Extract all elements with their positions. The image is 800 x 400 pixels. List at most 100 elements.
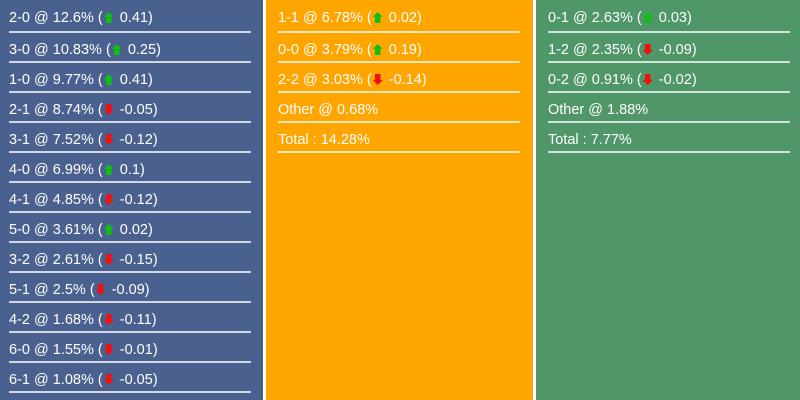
- score-row: 1-0 @ 9.77% ( 0.41): [9, 63, 251, 93]
- score-percent: 6.99%: [52, 162, 94, 178]
- score-row: 2-0 @ 12.6% ( 0.41): [9, 0, 251, 33]
- arrow-down-icon: [642, 74, 653, 85]
- score-percent: 0.91%: [591, 72, 633, 88]
- score-percent: 3.03%: [321, 72, 363, 88]
- arrow-up-icon: [372, 12, 383, 23]
- score-percent: 3.79%: [321, 42, 363, 58]
- home-win-column: 2-0 @ 12.6% ( 0.41) 3-0 @ 10.83% ( 0.25) 1…: [0, 0, 263, 400]
- arrow-up-icon: [103, 74, 114, 85]
- score-percent: 6.78%: [321, 10, 363, 26]
- score-change: -0.11: [119, 312, 152, 328]
- score-change: 0.03: [658, 10, 687, 26]
- score-row: 0-0 @ 3.79% ( 0.19): [278, 33, 520, 63]
- score-percent: 3.61%: [52, 222, 94, 238]
- score-change: 0.41: [119, 72, 148, 88]
- score-change: -0.12: [119, 192, 153, 208]
- score-percent: 1.55%: [52, 342, 94, 358]
- away-win-column: 0-1 @ 2.63% ( 0.03) 1-2 @ 2.35% ( -0.09) 0…: [536, 0, 800, 400]
- score-row: 3-0 @ 10.83% ( 0.25): [9, 33, 251, 63]
- score-label: 2-1: [9, 102, 30, 118]
- score-row: 1-2 @ 2.35% ( -0.09): [548, 33, 790, 63]
- score-row: 1-1 @ 6.78% ( 0.02): [278, 0, 520, 33]
- score-row: 3-1 @ 7.52% ( -0.12): [9, 123, 251, 153]
- score-label: 4-2: [9, 312, 30, 328]
- score-percent: 1.68%: [52, 312, 94, 328]
- total-row: Total : 14.28%: [278, 123, 520, 153]
- score-change: 0.02: [119, 222, 148, 238]
- score-row: 3-2 @ 2.61% ( -0.15): [9, 243, 251, 273]
- arrow-down-icon: [372, 74, 383, 85]
- score-change: 0.19: [388, 42, 417, 58]
- arrow-down-icon: [103, 194, 114, 205]
- score-change: 0.02: [388, 10, 417, 26]
- score-label: 4-0: [9, 162, 30, 178]
- score-change: 0.41: [119, 10, 148, 26]
- arrow-down-icon: [103, 374, 114, 385]
- score-change: -0.09: [111, 282, 145, 298]
- score-label: 0-0: [278, 42, 299, 58]
- score-label: 2-2: [278, 72, 299, 88]
- score-label: 2-0: [9, 10, 30, 26]
- score-percent: 4.85%: [52, 192, 94, 208]
- score-row: 2-2 @ 3.03% ( -0.14): [278, 63, 520, 93]
- other-row: Other @ 0.68%: [278, 93, 520, 123]
- score-percent: 2.35%: [591, 42, 633, 58]
- arrow-down-icon: [103, 314, 114, 325]
- score-label: 0-1: [548, 10, 569, 26]
- score-percent: 2.63%: [591, 10, 633, 26]
- score-percent: 2.5%: [52, 282, 86, 298]
- other-row: Other @ 1.88%: [548, 93, 790, 123]
- score-label: 0-2: [548, 72, 569, 88]
- arrow-down-icon: [642, 44, 653, 55]
- score-row: 5-1 @ 2.5% ( -0.09): [9, 273, 251, 303]
- score-label: 6-0: [9, 342, 30, 358]
- score-change: -0.14: [388, 72, 422, 88]
- score-row: 0-1 @ 2.63% ( 0.03): [548, 0, 790, 33]
- score-label: 3-1: [9, 132, 30, 148]
- arrow-up-icon: [103, 224, 114, 235]
- score-label: 1-2: [548, 42, 569, 58]
- score-row: 5-0 @ 3.61% ( 0.02): [9, 213, 251, 243]
- arrow-down-icon: [103, 134, 114, 145]
- score-row: 0-2 @ 0.91% ( -0.02): [548, 63, 790, 93]
- score-change: -0.05: [119, 102, 153, 118]
- score-label: 6-1: [9, 372, 30, 388]
- score-label: 5-1: [9, 282, 30, 298]
- score-label: 4-1: [9, 192, 30, 208]
- arrow-down-icon: [103, 254, 114, 265]
- total-row: Total : 7.77%: [548, 123, 790, 153]
- arrow-up-icon: [372, 44, 383, 55]
- arrow-down-icon: [103, 344, 114, 355]
- arrow-up-icon: [103, 164, 114, 175]
- score-label: 3-2: [9, 252, 30, 268]
- score-change: 0.1: [119, 162, 140, 178]
- score-change: -0.12: [119, 132, 153, 148]
- draw-column: 1-1 @ 6.78% ( 0.02) 0-0 @ 3.79% ( 0.19) 2-…: [266, 0, 533, 400]
- score-change: -0.15: [119, 252, 153, 268]
- arrow-down-icon: [103, 104, 114, 115]
- score-percent: 1.08%: [52, 372, 94, 388]
- score-row: 2-1 @ 8.74% ( -0.05): [9, 93, 251, 123]
- score-row: 4-1 @ 4.85% ( -0.12): [9, 183, 251, 213]
- score-percent: 10.83%: [52, 42, 102, 58]
- score-change: -0.05: [119, 372, 153, 388]
- score-percent: 7.52%: [52, 132, 94, 148]
- score-percent: 2.61%: [52, 252, 94, 268]
- arrow-up-icon: [103, 12, 114, 23]
- score-change: 0.25: [127, 42, 157, 58]
- score-label: 3-0: [9, 42, 30, 58]
- score-change: -0.02: [658, 72, 692, 88]
- score-row: 4-2 @ 1.68% ( -0.11): [9, 303, 251, 333]
- score-percent: 9.77%: [52, 72, 94, 88]
- score-row: 6-1 @ 1.08% ( -0.05): [9, 363, 251, 393]
- score-label: 5-0: [9, 222, 30, 238]
- arrow-up-icon: [642, 12, 653, 23]
- score-percent: 8.74%: [52, 102, 94, 118]
- score-row: 4-0 @ 6.99% ( 0.1): [9, 153, 251, 183]
- score-row: 6-0 @ 1.55% ( -0.01): [9, 333, 251, 363]
- score-change: -0.09: [658, 42, 692, 58]
- score-change: -0.01: [119, 342, 153, 358]
- score-label: 1-1: [278, 10, 299, 26]
- arrow-down-icon: [95, 284, 106, 295]
- score-percent: 12.6%: [52, 10, 94, 26]
